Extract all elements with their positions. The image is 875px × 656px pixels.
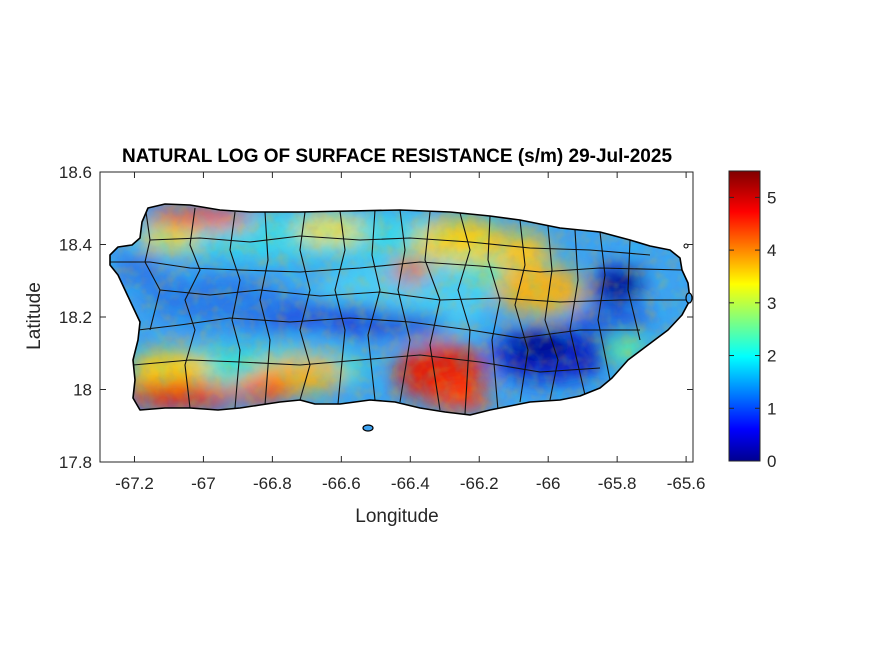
y-tick-label: 18 <box>73 381 92 400</box>
y-axis-label: Latitude <box>24 282 45 350</box>
x-tick-label: -67.2 <box>115 474 154 493</box>
colorbar-tick-label: 5 <box>767 188 776 207</box>
colorbar-tick-label: 2 <box>767 347 776 366</box>
colorbar <box>728 170 761 462</box>
x-tick-label: -66.4 <box>391 474 430 493</box>
colorbar-tick-label: 3 <box>767 294 776 313</box>
y-tick-label: 17.8 <box>59 453 92 472</box>
islet-east <box>685 292 693 304</box>
colorbar-tick-label: 1 <box>767 399 776 418</box>
y-tick-label: 18.2 <box>59 308 92 327</box>
x-tick-label: -66.6 <box>322 474 361 493</box>
colorbar-tick-label: 4 <box>767 241 776 260</box>
x-axis: -67.2 -67 -66.8 -66.6 -66.4 -66.2 -66 -65.8 -65.… <box>115 172 705 493</box>
islet-northeast <box>683 243 689 249</box>
island-coastline <box>109 203 691 416</box>
islet-caja-de-muertos <box>362 424 374 432</box>
x-tick-label: -66.2 <box>460 474 499 493</box>
y-tick-label: 18.6 <box>59 163 92 182</box>
map-title: NATURAL LOG OF SURFACE RESISTANCE (s/m) … <box>122 146 672 167</box>
y-axis: 18.6 18.4 18.2 18 17.8 <box>59 163 693 472</box>
x-tick-label: -66.8 <box>253 474 292 493</box>
x-tick-label: -65.6 <box>667 474 706 493</box>
x-tick-label: -67 <box>191 474 216 493</box>
x-tick-label: -65.8 <box>598 474 637 493</box>
x-tick-label: -66 <box>536 474 561 493</box>
colorbar-ticks: 0 1 2 3 4 5 <box>729 188 776 471</box>
x-axis-label: Longitude <box>355 506 438 527</box>
municipality-boundaries <box>110 204 688 415</box>
y-tick-label: 18.4 <box>59 236 92 255</box>
colorbar-tick-label: 0 <box>767 452 776 471</box>
